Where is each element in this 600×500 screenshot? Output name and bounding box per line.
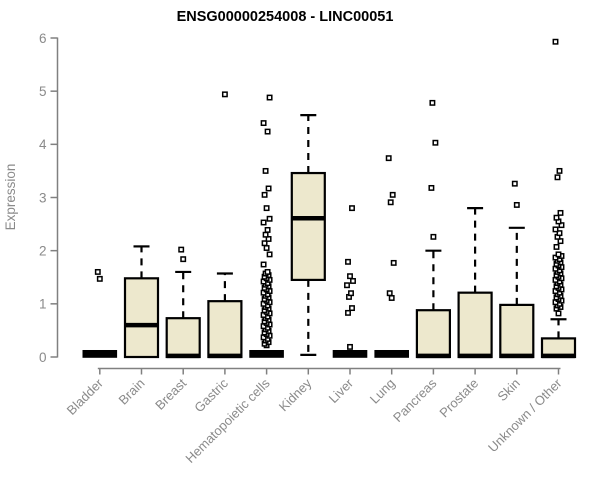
box-liver xyxy=(332,349,368,358)
outlier-point-hematopoietic-cells xyxy=(263,245,270,251)
outlier-point-hematopoietic-cells xyxy=(265,236,272,242)
y-tick-label: 4 xyxy=(39,137,47,152)
outlier-point-liver xyxy=(347,273,353,280)
outlier-point-liver xyxy=(344,282,350,289)
box-pancreas xyxy=(415,309,451,359)
outlier-point-hematopoietic-cells xyxy=(266,251,273,258)
outlier-point-skin xyxy=(511,180,518,187)
outlier-point-unknown-other xyxy=(552,38,559,45)
outlier-point-hematopoietic-cells xyxy=(263,205,270,212)
y-tick-label: 5 xyxy=(39,84,47,99)
outlier-point-hematopoietic-cells xyxy=(262,167,269,174)
outlier-point-hematopoietic-cells xyxy=(260,219,267,226)
box-bladder xyxy=(82,349,118,358)
outlier-point-unknown-other xyxy=(556,167,563,174)
box-brain xyxy=(123,277,160,359)
outlier-point-hematopoietic-cells xyxy=(264,128,271,135)
x-category-label-gastric: Gastric xyxy=(191,375,231,415)
x-category-label-kidney: Kidney xyxy=(276,375,315,414)
outlier-point-unknown-other xyxy=(556,230,563,237)
outlier-point-skin xyxy=(513,201,520,208)
outlier-point-hematopoietic-cells xyxy=(260,120,267,127)
outlier-point-breast xyxy=(178,246,185,253)
outlier-point-liver xyxy=(345,309,351,316)
outlier-point-lung xyxy=(390,259,397,266)
outlier-point-pancreas xyxy=(432,139,439,146)
box-gastric xyxy=(207,300,243,359)
outlier-point-hematopoietic-cells xyxy=(264,226,271,233)
outlier-point-liver xyxy=(345,258,351,265)
x-category-label-liver: Liver xyxy=(326,375,357,406)
outlier-point-hematopoietic-cells xyxy=(265,185,272,192)
outlier-point-liver xyxy=(349,205,355,212)
x-category-label-pancreas: Pancreas xyxy=(390,375,440,425)
outlier-point-lung xyxy=(389,191,396,198)
box-breast xyxy=(165,317,201,359)
outlier-point-unknown-other xyxy=(553,214,560,221)
outlier-point-liver xyxy=(348,290,354,297)
outlier-point-hematopoietic-cells xyxy=(260,261,267,268)
outlier-point-breast xyxy=(180,256,187,263)
y-axis-label: Expression xyxy=(3,164,18,231)
outlier-point-hematopoietic-cells xyxy=(262,231,269,238)
x-category-label-unknown-other: Unknown / Other xyxy=(485,375,565,455)
outlier-point-gastric xyxy=(221,91,228,98)
outlier-point-unknown-other xyxy=(554,174,561,181)
x-category-label-breast: Breast xyxy=(152,375,189,412)
x-category-label-skin: Skin xyxy=(494,376,522,404)
outlier-point-lung xyxy=(387,199,394,206)
x-category-label-lung: Lung xyxy=(367,376,398,407)
outlier-point-pancreas xyxy=(429,99,436,106)
outlier-point-liver xyxy=(350,278,356,284)
outlier-point-hematopoietic-cells xyxy=(261,240,268,247)
box-kidney xyxy=(290,171,326,282)
outlier-point-lung xyxy=(388,295,395,301)
outlier-point-lung xyxy=(385,155,392,162)
y-tick-label: 3 xyxy=(39,190,47,205)
x-category-label-prostate: Prostate xyxy=(436,376,481,421)
outlier-point-unknown-other xyxy=(553,243,560,250)
box-prostate xyxy=(457,291,493,359)
y-tick-label: 6 xyxy=(39,31,47,46)
outlier-point-bladder xyxy=(94,268,101,275)
outlier-point-hematopoietic-cells xyxy=(261,191,268,198)
outlier-point-unknown-other xyxy=(558,222,565,229)
outlier-point-unknown-other xyxy=(552,226,559,233)
outlier-point-hematopoietic-cells xyxy=(266,94,273,101)
outlier-point-hematopoietic-cells xyxy=(266,215,273,222)
outlier-point-unknown-other xyxy=(555,251,562,258)
y-tick-label: 1 xyxy=(39,297,47,312)
box-lung xyxy=(374,349,410,358)
outlier-point-unknown-other xyxy=(555,310,562,317)
outlier-point-unknown-other xyxy=(557,238,564,245)
outlier-point-pancreas xyxy=(428,184,435,191)
box-hematopoietic-cells xyxy=(249,349,284,358)
outlier-point-bladder xyxy=(96,275,103,282)
outlier-point-unknown-other xyxy=(552,254,559,261)
outlier-point-liver xyxy=(349,305,355,312)
outlier-point-unknown-other xyxy=(557,209,564,216)
x-category-label-bladder: Bladder xyxy=(64,375,107,418)
x-category-label-brain: Brain xyxy=(116,376,148,408)
outlier-point-pancreas xyxy=(430,233,437,240)
outlier-point-liver xyxy=(347,343,353,350)
outlier-point-hematopoietic-cells xyxy=(264,268,271,275)
box-skin xyxy=(499,303,535,359)
chart-title: ENSG00000254008 - LINC00051 xyxy=(177,9,394,25)
outlier-point-lung xyxy=(386,290,393,297)
y-tick-label: 2 xyxy=(39,243,47,258)
y-tick-label: 0 xyxy=(39,350,47,365)
